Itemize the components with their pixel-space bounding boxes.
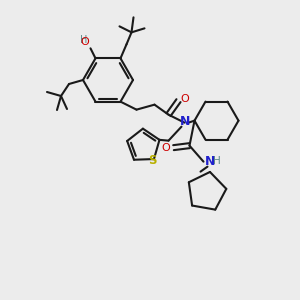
Text: N: N	[205, 155, 215, 168]
Text: H: H	[80, 35, 88, 45]
Text: O: O	[162, 143, 170, 153]
Text: H: H	[212, 156, 220, 166]
Text: O: O	[81, 37, 89, 47]
Text: N: N	[180, 115, 191, 128]
Text: O: O	[181, 94, 189, 104]
Text: S: S	[148, 154, 156, 166]
